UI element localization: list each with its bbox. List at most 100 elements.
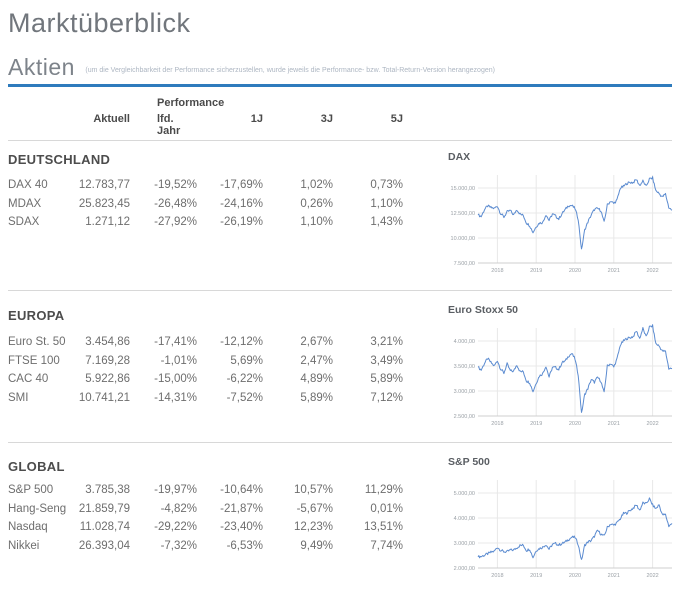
table-global: S&P 500 3.785,38 -19,97% -10,64% 10,57% 11,29… — [8, 481, 403, 555]
value-5j: 5,89% — [370, 373, 403, 385]
value-1j: -23,40% — [220, 521, 263, 533]
svg-text:2019: 2019 — [530, 268, 542, 274]
table-row: Hang-Seng 21.859,79 -4,82% -21,87% -5,67% 0,0… — [8, 500, 403, 519]
index-name: Hang-Seng — [8, 502, 67, 515]
svg-text:2020: 2020 — [569, 573, 581, 579]
price-line — [477, 176, 673, 250]
value-lfd-jahr: -19,97% — [154, 484, 197, 496]
value-lfd-jahr: -17,41% — [154, 336, 197, 348]
value-lfd-jahr: -1,01% — [160, 354, 197, 367]
value-lfd-jahr: -14,31% — [154, 391, 197, 404]
value-lfd-jahr: -26,48% — [154, 197, 197, 210]
value-1j: -6,53% — [226, 539, 263, 552]
value-3j: 10,57% — [293, 484, 333, 496]
table-row: SMI 10.741,21 -14,31% -7,52% 5,89% 7,12% — [8, 389, 403, 408]
section-separator — [8, 140, 672, 141]
index-name: DAX 40 — [8, 179, 48, 191]
value-1j: -10,64% — [220, 484, 263, 496]
section-title-global: GLOBAL — [8, 459, 65, 474]
svg-text:5.000,00: 5.000,00 — [454, 491, 475, 497]
value-aktuell: 25.823,45 — [78, 197, 130, 210]
table-row: Euro St. 50 3.454,86 -17,41% -12,12% 2,67% 3,… — [8, 333, 403, 352]
svg-text:12.500,00: 12.500,00 — [451, 211, 475, 217]
index-name: Nasdaq — [8, 521, 48, 533]
value-1j: -6,22% — [226, 373, 263, 385]
value-aktuell: 11.028,74 — [79, 521, 130, 533]
header-5j: 5J — [390, 113, 403, 125]
value-5j: 3,21% — [370, 336, 403, 348]
performance-group-header: Performance — [157, 97, 225, 109]
euro-stoxx-chart: Euro Stoxx 50 2018 2019 2020 2021 2022 4.000,… — [448, 304, 678, 433]
table-row: SDAX 1.271,12 -27,92% -26,19% 1,10% 1,43% — [8, 213, 403, 232]
index-name: S&P 500 — [8, 484, 54, 496]
header-lfd-jahr: lfd. Jahr — [157, 113, 181, 137]
table-deutschland: DAX 40 12.783,77 -19,52% -17,69% 1,02% 0,73% M… — [8, 176, 403, 232]
value-3j: 2,67% — [300, 336, 333, 348]
table-row: CAC 40 5.922,86 -15,00% -6,22% 4,89% 5,89% — [8, 370, 403, 389]
index-name: SMI — [8, 391, 29, 404]
value-3j: 9,49% — [300, 539, 333, 552]
value-1j: -12,12% — [220, 336, 263, 348]
value-aktuell: 7.169,28 — [85, 354, 130, 367]
index-name: Euro St. 50 — [8, 336, 66, 348]
header-1j: 1J — [250, 113, 263, 125]
aktien-note: (um die Vergleichbarkeit der Performance… — [85, 67, 495, 74]
value-lfd-jahr: -19,52% — [154, 179, 197, 191]
table-europa: Euro St. 50 3.454,86 -17,41% -12,12% 2,67% 3,… — [8, 333, 403, 407]
chart-title-dax: DAX — [448, 151, 471, 163]
value-lfd-jahr: -7,32% — [160, 539, 197, 552]
value-1j: -26,19% — [220, 216, 263, 228]
value-5j: 1,10% — [370, 197, 403, 210]
table-row: Nasdaq 11.028,74 -29,22% -23,40% 12,23% 13,51… — [8, 518, 403, 537]
table-row: DAX 40 12.783,77 -19,52% -17,69% 1,02% 0,73% — [8, 176, 403, 195]
svg-text:2020: 2020 — [569, 268, 581, 274]
table-row: Nikkei 26.393,04 -7,32% -6,53% 9,49% 7,74% — [8, 537, 403, 556]
value-5j: 7,12% — [370, 391, 403, 404]
header-spacer — [8, 113, 78, 137]
value-1j: -21,87% — [220, 502, 263, 515]
svg-text:2019: 2019 — [530, 573, 542, 579]
index-name: CAC 40 — [8, 373, 49, 385]
price-line — [477, 324, 673, 413]
svg-text:4.000,00: 4.000,00 — [454, 516, 475, 522]
value-aktuell: 1.271,12 — [85, 216, 130, 228]
value-3j: 12,23% — [293, 521, 333, 533]
svg-text:2018: 2018 — [491, 573, 503, 579]
value-5j: 0,01% — [370, 502, 403, 515]
value-3j: 1,10% — [300, 216, 333, 228]
svg-text:15.000,00: 15.000,00 — [451, 186, 475, 192]
value-3j: 4,89% — [300, 373, 333, 385]
svg-text:3.500,00: 3.500,00 — [454, 364, 475, 370]
value-aktuell: 3.785,38 — [85, 484, 130, 496]
section-separator — [8, 442, 672, 443]
svg-text:3.000,00: 3.000,00 — [454, 389, 475, 395]
index-name: MDAX — [8, 197, 42, 210]
svg-text:2.000,00: 2.000,00 — [454, 566, 475, 572]
svg-text:2018: 2018 — [491, 268, 503, 274]
chart-title-sp500: S&P 500 — [448, 456, 490, 468]
value-5j: 7,74% — [370, 539, 403, 552]
svg-text:7.500,00: 7.500,00 — [454, 261, 475, 267]
svg-text:2021: 2021 — [608, 573, 620, 579]
value-5j: 13,51% — [363, 521, 403, 533]
dax-chart: DAX 2018 2019 2020 2021 2022 15.000,00 12.500,… — [448, 151, 678, 280]
value-5j: 3,49% — [370, 354, 403, 367]
value-1j: -17,69% — [220, 179, 263, 191]
value-aktuell: 10.741,21 — [78, 391, 130, 404]
svg-text:2.500,00: 2.500,00 — [454, 414, 475, 420]
value-3j: 1,02% — [300, 179, 333, 191]
value-1j: -7,52% — [226, 391, 263, 404]
chart-canvas: 2018 2019 2020 2021 2022 15.000,00 12.500,00 10… — [451, 175, 673, 274]
accent-divider — [8, 84, 672, 87]
header-aktuell: Aktuell — [93, 113, 130, 125]
header-3j: 3J — [320, 113, 333, 125]
svg-text:2018: 2018 — [491, 421, 503, 427]
value-aktuell: 26.393,04 — [78, 539, 130, 552]
value-aktuell: 5.922,86 — [85, 373, 130, 385]
chart-title-euro-stoxx: Euro Stoxx 50 — [448, 304, 519, 316]
section-title-europa: EUROPA — [8, 308, 65, 323]
value-1j: -24,16% — [220, 197, 263, 210]
table-header-row: Aktuell lfd. Jahr 1J 3J 5J — [8, 113, 403, 137]
value-aktuell: 21.859,79 — [78, 502, 130, 515]
value-lfd-jahr: -29,22% — [154, 521, 197, 533]
